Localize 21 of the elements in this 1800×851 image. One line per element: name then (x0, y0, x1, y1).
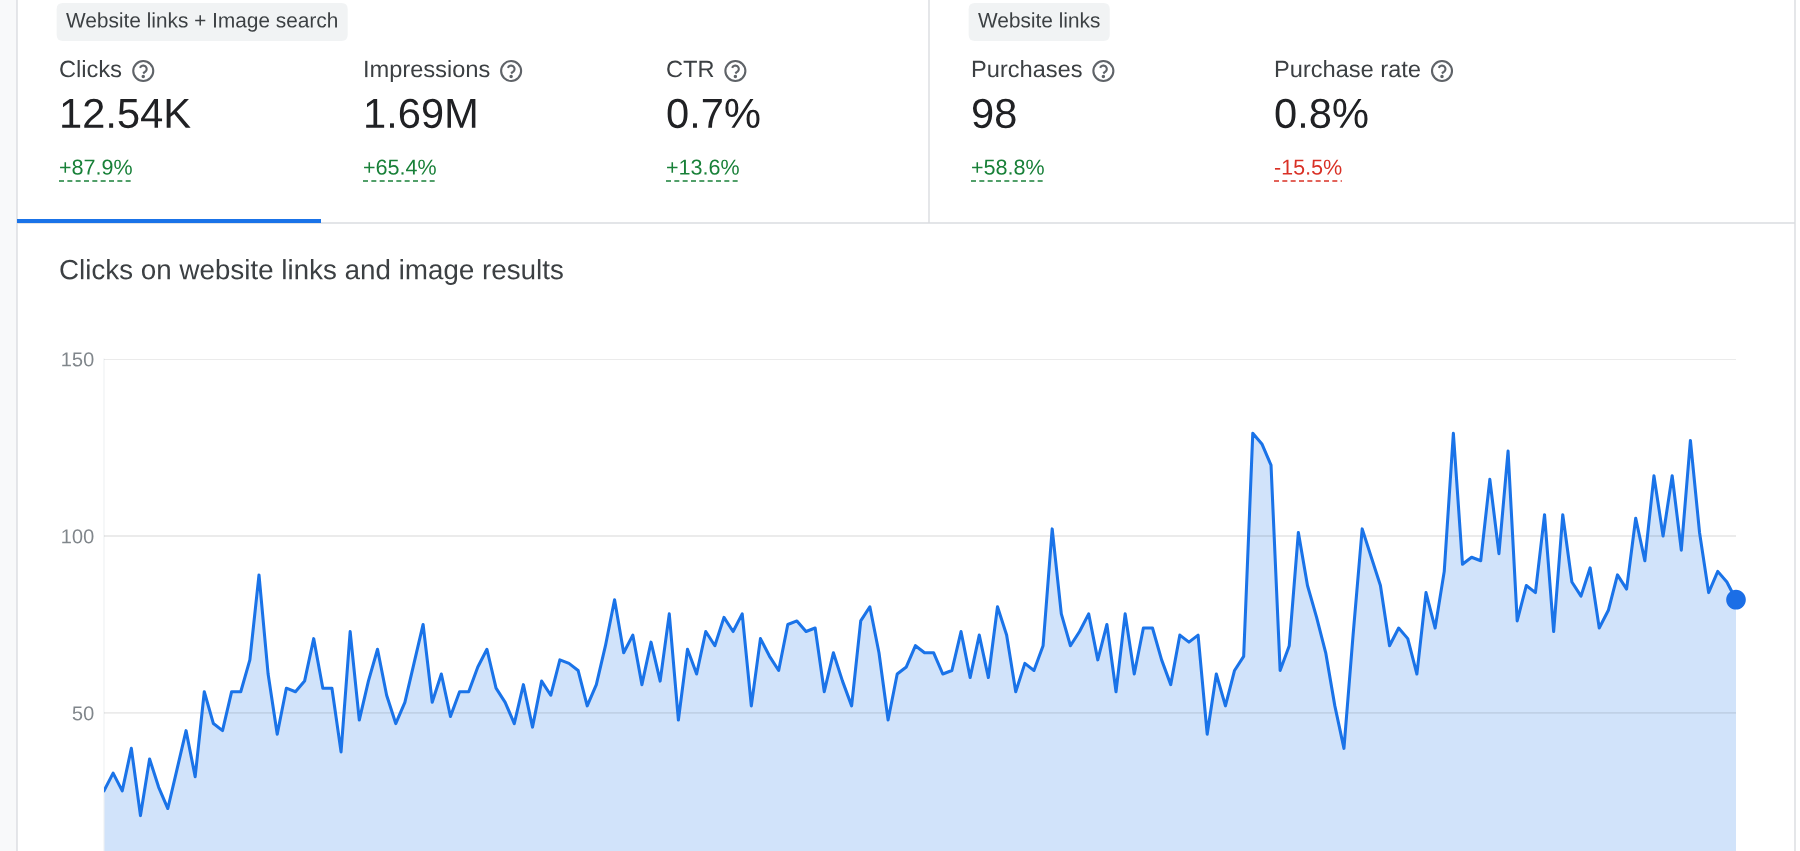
y-tick-label: 50 (72, 706, 94, 721)
text: Website links + Image search (66, 12, 337, 32)
text: -15.5% (1274, 159, 1342, 175)
text: Website links (978, 12, 1100, 28)
text: 1.69M (366, 98, 476, 129)
text: 12.54K (62, 98, 191, 129)
text: Purchase rate (1275, 60, 1420, 78)
text: +87.9% (60, 159, 132, 175)
text: 98 (972, 98, 1016, 129)
text: Purchases (972, 60, 1082, 78)
chart-title: Clicks on website links and image results (60, 259, 563, 285)
text: Clicks (60, 60, 122, 78)
text: CTR (667, 60, 714, 78)
text: 0.8% (1275, 98, 1368, 129)
y-tick-label: 100 (62, 529, 94, 544)
text: +13.6% (667, 159, 739, 175)
y-tick-label: 150 (62, 352, 94, 367)
text: +65.4% (364, 159, 436, 175)
text: 0.7% (667, 98, 760, 129)
text: Impressions (365, 60, 490, 83)
text: +58.8% (972, 159, 1044, 175)
